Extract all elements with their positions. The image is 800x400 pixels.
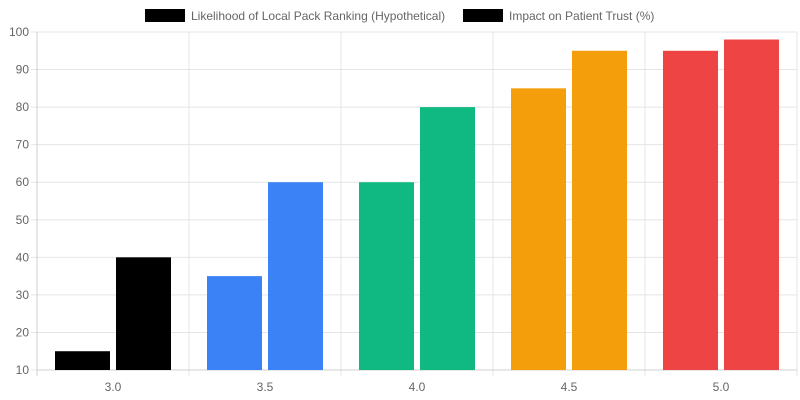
y-tick-label: 70 <box>16 138 30 152</box>
y-tick-label: 20 <box>16 325 30 339</box>
y-tick-label: 80 <box>16 100 30 114</box>
x-axis-ticks: 3.0 3.5 4.0 4.5 5.0 <box>105 380 730 394</box>
y-tick-label: 30 <box>16 288 30 302</box>
y-tick-label: 40 <box>16 250 30 264</box>
y-tick-label: 10 <box>16 363 30 377</box>
legend: Likelihood of Local Pack Ranking (Hypoth… <box>145 9 654 23</box>
y-axis-ticks: 10 20 30 40 50 60 70 80 90 100 <box>9 25 29 377</box>
bar-3-0-series-1[interactable] <box>55 351 110 370</box>
y-tick-label: 90 <box>16 63 30 77</box>
bar-3-5-series-1[interactable] <box>207 276 262 370</box>
legend-label-series-2: Impact on Patient Trust (%) <box>509 9 654 23</box>
bar-4-0-series-2[interactable] <box>420 107 475 370</box>
bar-3-5-series-2[interactable] <box>268 182 323 370</box>
legend-label-series-1: Likelihood of Local Pack Ranking (Hypoth… <box>191 9 445 23</box>
legend-swatch-series-2 <box>463 9 503 22</box>
legend-swatch-series-1 <box>145 9 185 22</box>
x-tick-label: 3.0 <box>105 380 122 394</box>
bars <box>55 39 779 371</box>
x-tick-label: 4.0 <box>409 380 426 394</box>
bar-4-0-series-1[interactable] <box>359 182 414 370</box>
bar-5-0-series-2[interactable] <box>724 39 779 371</box>
y-tick-label: 60 <box>16 175 30 189</box>
bar-4-5-series-1[interactable] <box>511 88 566 370</box>
bar-5-0-series-1[interactable] <box>663 50 718 371</box>
y-tick-label: 100 <box>9 25 29 39</box>
bar-3-0-series-2[interactable] <box>116 257 171 370</box>
y-tick-label: 50 <box>16 213 30 227</box>
x-tick-label: 3.5 <box>257 380 274 394</box>
x-tick-label: 5.0 <box>713 380 730 394</box>
bar-4-5-series-2[interactable] <box>572 50 627 371</box>
legend-item-series-2[interactable]: Impact on Patient Trust (%) <box>463 9 654 23</box>
x-tick-label: 4.5 <box>561 380 578 394</box>
legend-item-series-1[interactable]: Likelihood of Local Pack Ranking (Hypoth… <box>145 9 445 23</box>
